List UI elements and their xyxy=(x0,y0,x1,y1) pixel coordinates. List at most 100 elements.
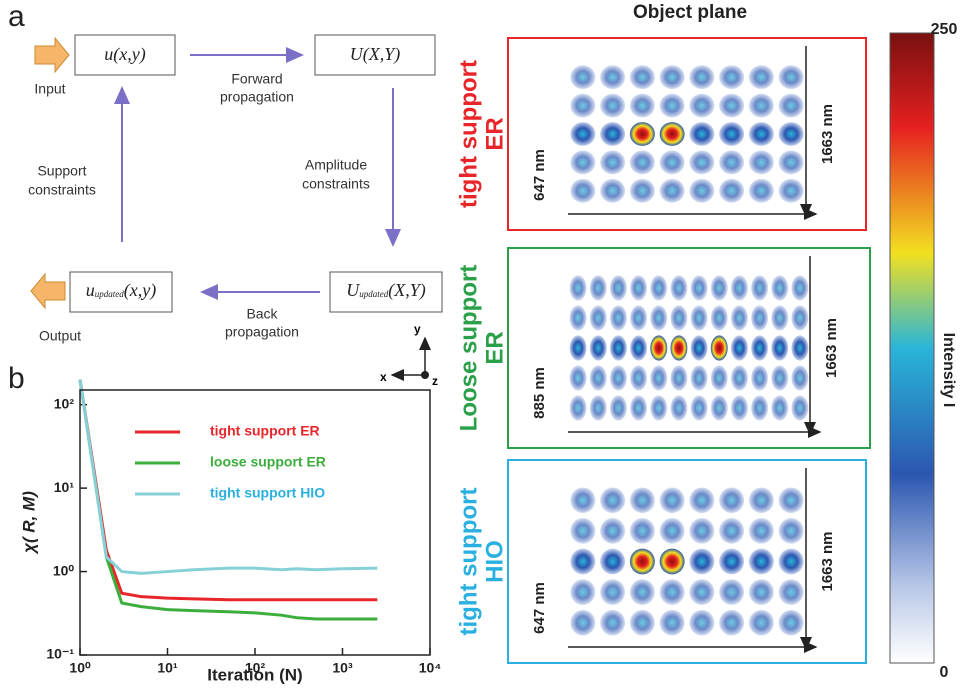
heatmap-blob xyxy=(609,365,627,391)
heatmap-blob xyxy=(630,335,648,361)
height-label: 1663 nm xyxy=(819,104,836,164)
image-frame xyxy=(507,459,867,664)
heatmap-blob xyxy=(719,122,745,146)
heatmap-blob xyxy=(748,518,774,544)
heatmap-blob xyxy=(778,122,804,146)
heatmap-blob xyxy=(689,579,715,605)
heatmap-blob xyxy=(589,275,607,301)
node-args: (x,y) xyxy=(124,280,156,301)
legend-label: tight support ER xyxy=(210,423,320,439)
heatmap-blob xyxy=(589,335,607,361)
heatmap-blob xyxy=(659,487,685,514)
y-tick-label: 10⁻¹ xyxy=(46,646,74,662)
heatmap-blob xyxy=(791,365,809,391)
heatmap-blob xyxy=(791,275,809,301)
heatmap-blob xyxy=(751,395,769,421)
heatmap-blob xyxy=(659,548,685,575)
heatmap-blob xyxy=(629,487,655,514)
input-label: Input xyxy=(34,81,65,97)
y-tick-label: 10⁰ xyxy=(53,562,75,578)
heatmap-blob xyxy=(719,150,745,175)
input-arrow xyxy=(34,36,70,74)
heatmap-blob xyxy=(629,65,655,90)
row-label: Loose support xyxy=(455,265,482,432)
heatmap-blob xyxy=(690,365,708,391)
heatmap-blob xyxy=(778,65,804,90)
series-line xyxy=(78,379,378,575)
width-label: 885 nm xyxy=(531,367,548,419)
heatmap-blob xyxy=(778,518,804,544)
heatmap-blob xyxy=(710,305,728,331)
heatmap-blob xyxy=(771,305,789,331)
heatmap-blob xyxy=(719,548,745,575)
node-box xyxy=(314,34,436,76)
x-tick-label: 10² xyxy=(245,660,266,676)
heatmap-blob xyxy=(719,518,745,544)
heatmap-blob xyxy=(659,579,685,605)
heatmap-blob xyxy=(690,305,708,331)
heatmap-blob xyxy=(629,150,655,175)
axis-icon-label: x xyxy=(380,370,387,384)
legend-label: tight support HIO xyxy=(210,485,325,501)
heatmap-blob xyxy=(570,178,596,203)
heatmap-blob xyxy=(570,487,596,514)
node-sub: updated xyxy=(359,289,388,299)
panel-label: a xyxy=(8,0,25,33)
heatmap-blob xyxy=(730,305,748,331)
y-tick-label: 10² xyxy=(54,395,75,411)
heatmap-blob xyxy=(771,335,789,361)
width-label: 647 nm xyxy=(531,582,548,634)
heatmap-blob xyxy=(730,395,748,421)
heatmap-blob xyxy=(748,150,774,175)
output-arrow xyxy=(30,272,66,310)
node-label: Uupdated(X,Y) xyxy=(346,280,426,301)
heatmap-blob xyxy=(730,335,748,361)
x-tick-label: 10³ xyxy=(332,660,353,676)
heatmap-blob xyxy=(710,275,728,301)
heatmap-blob xyxy=(719,579,745,605)
heatmap-blob xyxy=(600,93,626,118)
axis-icon-label: y xyxy=(414,322,421,336)
node-args: (X,Y) xyxy=(363,44,401,65)
heatmap-blob xyxy=(748,93,774,118)
heatmap-blob xyxy=(791,395,809,421)
heatmap-blob xyxy=(751,275,769,301)
heatmap-blob xyxy=(659,609,685,636)
heatmap-blob xyxy=(589,365,607,391)
x-tick-label: 10⁰ xyxy=(69,660,91,676)
heatmap-blob xyxy=(609,335,627,361)
heatmap-blob xyxy=(600,65,626,90)
heatmap-blob xyxy=(670,365,688,391)
output-label: Output xyxy=(39,328,81,344)
heatmap-blob xyxy=(629,122,655,146)
edge-label: Forward xyxy=(231,71,282,87)
heatmap-blob xyxy=(600,487,626,514)
heatmap-blob xyxy=(689,609,715,636)
heatmap-blob xyxy=(659,178,685,203)
heatmap-blob xyxy=(689,178,715,203)
heatmap-blob xyxy=(600,122,626,146)
height-label: 1663 nm xyxy=(819,531,836,591)
heatmap-blob xyxy=(630,365,648,391)
heatmap-blob xyxy=(690,335,708,361)
node-label: U(X,Y) xyxy=(350,44,401,65)
heatmap-blob xyxy=(570,518,596,544)
heatmap-blob xyxy=(589,305,607,331)
heatmap-blob xyxy=(748,609,774,636)
heatmap-blob xyxy=(570,609,596,636)
node-box xyxy=(329,271,443,313)
heatmap-blob xyxy=(710,365,728,391)
heatmap-blob xyxy=(771,275,789,301)
heatmap-blob xyxy=(650,305,668,331)
heatmap-blob xyxy=(689,65,715,90)
node-box xyxy=(74,34,176,76)
heatmap-blob xyxy=(710,335,728,361)
node-main: U xyxy=(346,280,360,300)
heatmap-blob xyxy=(659,122,685,146)
node-main: u xyxy=(86,280,95,300)
node-main: u xyxy=(104,44,113,64)
heatmap-blob xyxy=(719,487,745,514)
heatmap-blob xyxy=(719,93,745,118)
edge-label: propagation xyxy=(220,89,294,105)
